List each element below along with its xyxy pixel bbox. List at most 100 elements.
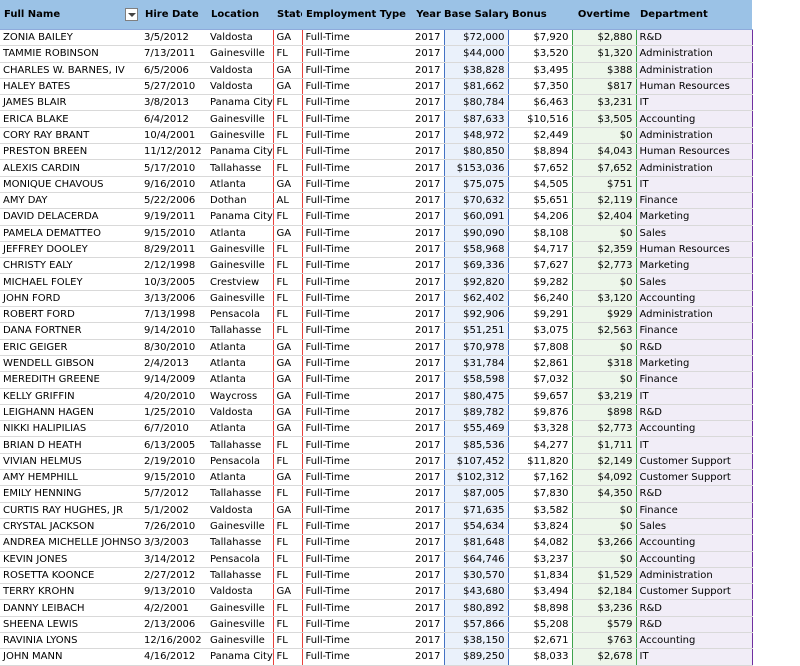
cell-department[interactable]: Accounting (635, 420, 753, 438)
cell-state[interactable]: GA (272, 355, 303, 373)
cell-state[interactable]: FL (272, 599, 303, 617)
cell-overtime[interactable]: $2,880 (571, 29, 637, 47)
cell-hire-date[interactable]: 5/17/2010 (141, 159, 207, 177)
cell-full-name[interactable]: KELLY GRIFFIN (0, 388, 141, 405)
cell-state[interactable]: GA (272, 339, 303, 356)
cell-employment-type[interactable]: Full-Time (302, 290, 408, 308)
cell-bonus[interactable]: $6,240 (508, 290, 572, 308)
cell-overtime[interactable]: $3,120 (571, 290, 637, 308)
cell-base-salary[interactable]: $72,000 (443, 29, 509, 47)
cell-hire-date[interactable]: 7/13/1998 (141, 306, 207, 324)
cell-year[interactable]: 2017 (408, 388, 444, 405)
cell-base-salary[interactable]: $80,850 (443, 143, 509, 161)
cell-year[interactable]: 2017 (408, 453, 444, 471)
header-employment-type[interactable]: Employment Type (302, 0, 408, 30)
cell-overtime[interactable]: $0 (571, 371, 637, 389)
cell-location[interactable]: Atlanta (207, 355, 273, 373)
cell-employment-type[interactable]: Full-Time (302, 616, 408, 633)
cell-location[interactable]: Tallahasse (207, 534, 273, 552)
cell-hire-date[interactable]: 9/14/2010 (141, 322, 207, 340)
cell-location[interactable]: Dothan (207, 192, 273, 210)
cell-state[interactable]: GA (272, 29, 303, 47)
header-overtime[interactable]: Overtime (572, 0, 636, 30)
cell-location[interactable]: Atlanta (207, 420, 273, 438)
cell-full-name[interactable]: ANDREA MICHELLE JOHNSON (0, 534, 141, 552)
cell-year[interactable]: 2017 (408, 176, 444, 193)
cell-bonus[interactable]: $5,208 (508, 616, 572, 633)
cell-full-name[interactable]: MONIQUE CHAVOUS (0, 176, 141, 193)
cell-overtime[interactable]: $2,773 (571, 257, 637, 275)
cell-full-name[interactable]: AMY DAY (0, 192, 141, 210)
cell-year[interactable]: 2017 (408, 616, 444, 633)
cell-overtime[interactable]: $3,266 (571, 534, 637, 552)
cell-location[interactable]: Atlanta (207, 469, 273, 487)
cell-base-salary[interactable]: $69,336 (443, 257, 509, 275)
cell-base-salary[interactable]: $87,005 (443, 485, 509, 503)
cell-bonus[interactable]: $8,898 (508, 599, 572, 617)
cell-full-name[interactable]: ALEXIS CARDIN (0, 159, 141, 177)
cell-state[interactable]: GA (272, 469, 303, 487)
cell-state[interactable]: FL (272, 110, 303, 128)
cell-bonus[interactable]: $8,108 (508, 225, 572, 242)
cell-location[interactable]: Atlanta (207, 371, 273, 389)
cell-base-salary[interactable]: $38,150 (443, 632, 509, 650)
cell-overtime[interactable]: $388 (571, 62, 637, 79)
cell-department[interactable]: Marketing (635, 257, 753, 275)
cell-bonus[interactable]: $7,032 (508, 371, 572, 389)
cell-full-name[interactable]: TERRY KROHN (0, 583, 141, 601)
cell-hire-date[interactable]: 3/13/2006 (141, 290, 207, 308)
cell-overtime[interactable]: $929 (571, 306, 637, 324)
cell-state[interactable]: FL (272, 241, 303, 259)
cell-hire-date[interactable]: 10/4/2001 (141, 127, 207, 145)
cell-hire-date[interactable]: 9/16/2010 (141, 176, 207, 193)
cell-employment-type[interactable]: Full-Time (302, 355, 408, 373)
cell-year[interactable]: 2017 (408, 306, 444, 324)
cell-hire-date[interactable]: 10/3/2005 (141, 273, 207, 291)
cell-department[interactable]: Accounting (635, 110, 753, 128)
cell-overtime[interactable]: $0 (571, 127, 637, 145)
cell-base-salary[interactable]: $58,598 (443, 371, 509, 389)
cell-employment-type[interactable]: Full-Time (302, 436, 408, 454)
cell-state[interactable]: FL (272, 257, 303, 275)
cell-hire-date[interactable]: 4/2/2001 (141, 599, 207, 617)
cell-bonus[interactable]: $3,824 (508, 518, 572, 536)
cell-location[interactable]: Pensacola (207, 306, 273, 324)
header-department[interactable]: Department (636, 0, 752, 30)
cell-base-salary[interactable]: $107,452 (443, 453, 509, 471)
cell-bonus[interactable]: $3,520 (508, 45, 572, 63)
cell-full-name[interactable]: ZONIA BAILEY (0, 29, 141, 47)
cell-overtime[interactable]: $0 (571, 518, 637, 536)
cell-department[interactable]: IT (635, 388, 753, 405)
cell-department[interactable]: IT (635, 176, 753, 193)
cell-bonus[interactable]: $7,808 (508, 339, 572, 356)
cell-employment-type[interactable]: Full-Time (302, 534, 408, 552)
cell-hire-date[interactable]: 4/20/2010 (141, 388, 207, 405)
cell-bonus[interactable]: $4,505 (508, 176, 572, 193)
cell-department[interactable]: R&D (635, 485, 753, 503)
cell-hire-date[interactable]: 6/5/2006 (141, 62, 207, 79)
cell-full-name[interactable]: PRESTON BREEN (0, 143, 141, 161)
cell-hire-date[interactable]: 7/13/2011 (141, 45, 207, 63)
cell-bonus[interactable]: $3,328 (508, 420, 572, 438)
cell-full-name[interactable]: VIVIAN HELMUS (0, 453, 141, 471)
cell-employment-type[interactable]: Full-Time (302, 388, 408, 405)
cell-year[interactable]: 2017 (408, 127, 444, 145)
cell-state[interactable]: GA (272, 404, 303, 422)
cell-base-salary[interactable]: $38,828 (443, 62, 509, 79)
cell-location[interactable]: Gainesville (207, 45, 273, 63)
cell-employment-type[interactable]: Full-Time (302, 648, 408, 666)
cell-bonus[interactable]: $3,237 (508, 551, 572, 568)
cell-overtime[interactable]: $3,236 (571, 599, 637, 617)
cell-hire-date[interactable]: 7/26/2010 (141, 518, 207, 536)
cell-full-name[interactable]: CURTIS RAY HUGHES, JR (0, 502, 141, 519)
cell-bonus[interactable]: $10,516 (508, 110, 572, 128)
cell-year[interactable]: 2017 (408, 110, 444, 128)
cell-employment-type[interactable]: Full-Time (302, 273, 408, 291)
cell-bonus[interactable]: $8,894 (508, 143, 572, 161)
cell-overtime[interactable]: $763 (571, 632, 637, 650)
cell-bonus[interactable]: $7,350 (508, 78, 572, 96)
header-location[interactable]: Location (207, 0, 273, 30)
cell-base-salary[interactable]: $153,036 (443, 159, 509, 177)
cell-employment-type[interactable]: Full-Time (302, 192, 408, 210)
cell-bonus[interactable]: $9,657 (508, 388, 572, 405)
